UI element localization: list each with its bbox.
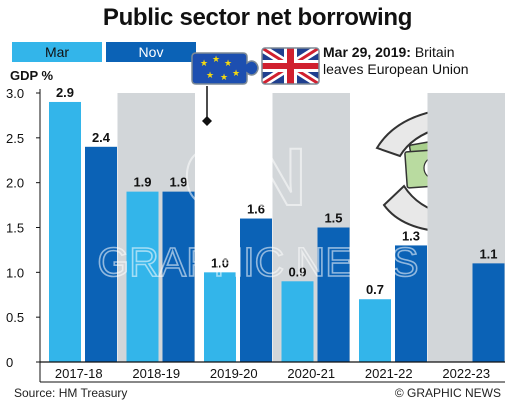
bar-value-label: 1.9 [133,175,151,190]
legend-item-nov: Nov [106,42,196,62]
bar-nov [85,146,117,362]
bar-nov [395,245,427,362]
bar-value-label: 1.9 [169,175,187,190]
y-tick-label: 1.0 [6,265,24,280]
bar-nov [162,191,195,362]
x-category-label: 2018-19 [132,366,180,381]
y-tick-label: 1.5 [6,221,24,236]
annotation-date: Mar 29, 2019: [323,44,411,60]
legend-item-mar: Mar [12,42,102,62]
bar-value-label: 0.9 [288,264,306,279]
svg-text:GRAPHIC NEWS: GRAPHIC NEWS [97,239,418,285]
x-category-label: 2022-23 [442,366,490,381]
bar-nov [472,263,505,362]
uk-flag-icon [261,47,320,85]
y-tick-label: 2.0 [6,176,24,191]
legend-label-mar: Mar [44,44,70,60]
bar-value-label: 1.0 [211,255,229,270]
y-tick-label: 2.5 [6,131,24,146]
svg-text:★: ★ [232,69,240,79]
bar-value-label: 1.1 [479,246,497,261]
bar-value-label: 1.6 [247,202,265,217]
brexit-annotation: Mar 29, 2019: Britain leaves European Un… [323,44,469,78]
x-category-label: 2021-22 [365,366,413,381]
y-tick-label: 0 [6,355,13,370]
bar-mar [359,299,391,362]
legend-label-nov: Nov [138,44,164,60]
bar-nov [317,227,350,362]
chart-title: Public sector net borrowing [102,4,413,31]
y-tick-label: 3.0 [6,86,24,101]
svg-text:★: ★ [224,59,232,69]
y-tick-label: 0.5 [6,310,24,325]
annotation-text-line2: leaves European Union [323,61,469,77]
bar-value-label: 1.3 [402,228,420,243]
watermark: GN GRAPHIC NEWS [97,131,420,286]
y-axis-label: GDP % [10,68,54,83]
x-category-label: 2017-18 [55,366,103,381]
bar-value-label: 2.4 [92,130,111,145]
svg-text:★: ★ [220,73,228,83]
svg-text:★: ★ [200,59,208,69]
x-category-label: 2019-20 [210,366,258,381]
bar-value-label: 1.5 [324,211,342,226]
annotation-text-line1: Britain [414,44,455,60]
bar-mar [204,272,236,362]
bar-mar [126,191,159,362]
svg-text:GN: GN [184,132,307,223]
x-category-label: 2020-21 [287,366,335,381]
source-note: Source: HM Treasury [14,386,128,400]
bar-value-label: 0.7 [366,282,384,297]
bar-mar [49,101,81,362]
svg-text:★: ★ [212,55,220,65]
bar-mar [281,281,314,362]
credit: © GRAPHIC NEWS [394,386,501,400]
eu-flag-icon: ★ ★ ★ ★ ★ ★ [191,52,259,85]
bar-value-label: 2.9 [56,85,74,100]
bar-nov [240,218,272,362]
annotation-pointer [202,86,212,126]
svg-text:★: ★ [206,71,214,81]
